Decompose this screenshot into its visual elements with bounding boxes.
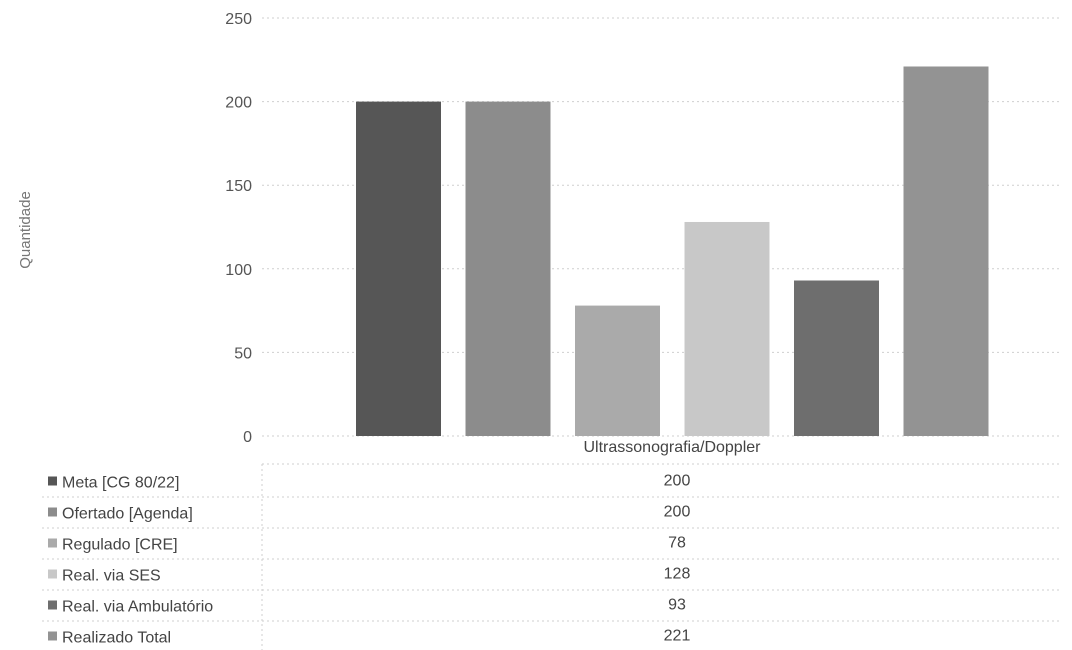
legend-swatch	[48, 600, 57, 610]
legend-swatch	[48, 507, 57, 517]
data-label: 128	[664, 566, 691, 583]
bar	[575, 305, 660, 436]
bars	[356, 66, 989, 436]
category-label: Ultrassonografia/Doppler	[584, 439, 762, 456]
legend-label: Realizado Total	[62, 630, 171, 647]
data-label: 93	[668, 597, 686, 614]
legend-label: Meta [CG 80/22]	[62, 475, 179, 492]
bar	[903, 66, 989, 436]
y-axis-label: Quantidade	[17, 191, 34, 269]
y-axis-ticks: 0 50 100 150 200 250	[225, 11, 252, 446]
data-label: 200	[664, 473, 691, 490]
bar	[465, 101, 551, 436]
y-tick-label: 0	[243, 429, 252, 446]
y-tick-label: 100	[225, 262, 252, 279]
bar	[794, 280, 879, 436]
legend-label: Ofertado [Agenda]	[62, 506, 193, 523]
legend-label: Real. via Ambulatório	[62, 599, 213, 616]
y-tick-label: 200	[225, 95, 252, 112]
legend-swatch	[48, 631, 57, 641]
bar	[356, 101, 441, 436]
y-tick-label: 50	[234, 345, 252, 362]
legend-label: Real. via SES	[62, 568, 161, 585]
legend-swatch	[48, 476, 57, 486]
legend-label: Regulado [CRE]	[62, 537, 178, 554]
bar	[684, 221, 770, 436]
data-table: Meta [CG 80/22] 200 Ofertado [Agenda] 200 Re…	[42, 463, 1062, 650]
data-label: 200	[664, 504, 691, 521]
data-label: 221	[664, 628, 691, 645]
y-tick-label: 150	[225, 178, 252, 195]
y-tick-label: 250	[225, 11, 252, 28]
legend-swatch	[48, 569, 57, 579]
legend-swatch	[48, 538, 57, 548]
data-label: 78	[668, 535, 686, 552]
